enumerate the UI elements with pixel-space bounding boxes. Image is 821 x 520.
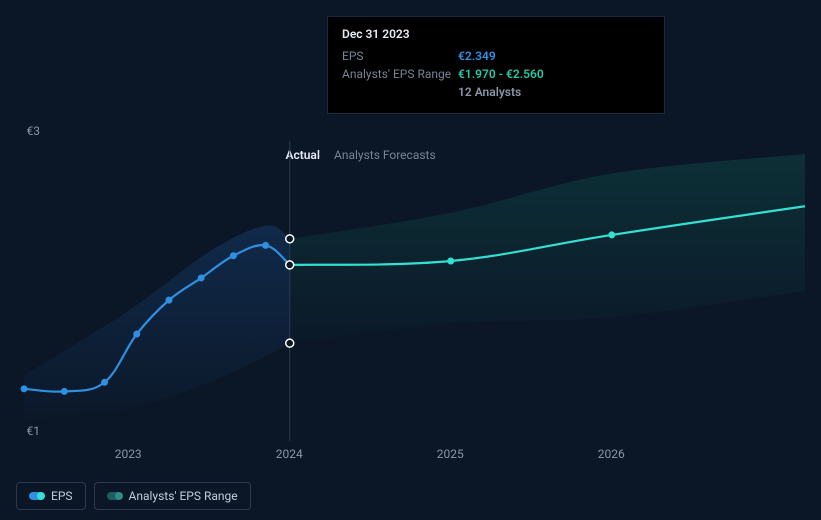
chart-tooltip: Dec 31 2023 EPS €2.349 Analysts' EPS Ran… [327, 16, 665, 114]
tooltip-row-analysts: 12 Analysts [342, 83, 650, 101]
y-axis-tick-3: €3 [27, 124, 41, 138]
tooltip-value: €2.349 [458, 47, 496, 65]
tooltip-label: EPS [342, 47, 458, 65]
x-axis-tick: 2026 [598, 447, 625, 461]
tooltip-label-empty [342, 83, 458, 101]
chart-legend: EPS Analysts' EPS Range [16, 482, 251, 510]
tooltip-date: Dec 31 2023 [342, 27, 650, 41]
tooltip-row-eps: EPS €2.349 [342, 47, 650, 65]
legend-item-range[interactable]: Analysts' EPS Range [94, 482, 251, 510]
x-axis-tick: 2025 [437, 447, 464, 461]
tooltip-label: Analysts' EPS Range [342, 65, 458, 83]
tooltip-value: €1.970 - €2.560 [458, 65, 544, 83]
legend-item-eps[interactable]: EPS [16, 482, 86, 510]
legend-label: EPS [51, 489, 73, 503]
legend-swatch-icon [107, 492, 121, 500]
x-axis-tick: 2023 [115, 447, 142, 461]
tooltip-analysts-count: 12 Analysts [458, 83, 521, 101]
x-axis-tick: 2024 [276, 447, 303, 461]
eps-chart [16, 141, 805, 441]
legend-label: Analysts' EPS Range [129, 489, 238, 503]
legend-swatch-icon [29, 492, 43, 500]
tooltip-row-range: Analysts' EPS Range €1.970 - €2.560 [342, 65, 650, 83]
